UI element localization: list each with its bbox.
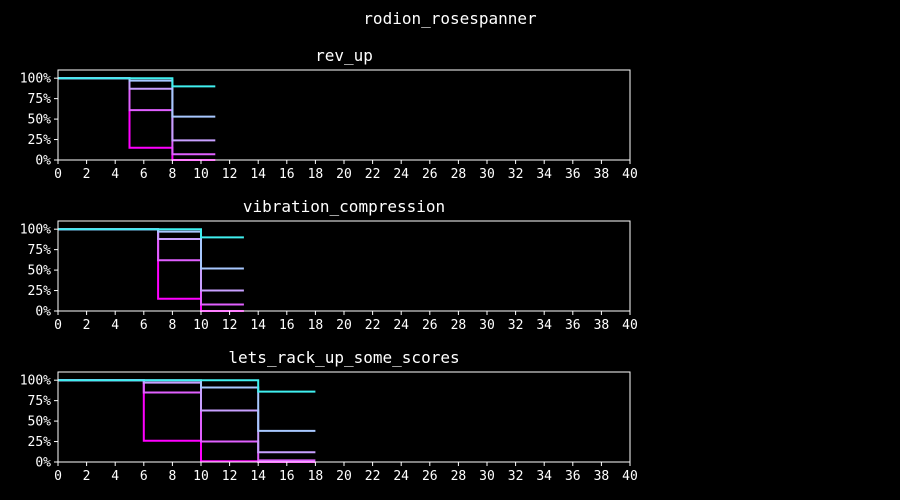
x-tick-label: 20: [336, 318, 352, 333]
x-tick-label: 38: [594, 167, 610, 182]
x-tick-label: 26: [422, 469, 438, 484]
x-tick-label: 36: [565, 318, 581, 333]
series-line-2: [58, 228, 244, 306]
y-tick-label: 50%: [28, 113, 52, 128]
x-tick-label: 26: [422, 167, 438, 182]
x-tick-label: 24: [393, 318, 409, 333]
x-tick-label: 18: [308, 469, 324, 484]
x-tick-label: 20: [336, 167, 352, 182]
x-tick-label: 30: [479, 469, 495, 484]
x-tick-label: 34: [536, 469, 552, 484]
x-tick-label: 18: [308, 167, 324, 182]
x-tick-label: 2: [83, 318, 91, 333]
x-tick-label: 28: [451, 167, 467, 182]
plot-frame: [57, 220, 631, 312]
x-tick-label: 6: [140, 469, 148, 484]
series-line-5: [58, 379, 316, 393]
plot-frame: [57, 69, 631, 161]
y-tick-label: 100%: [20, 374, 51, 389]
x-tick-label: 34: [536, 318, 552, 333]
x-tick-label: 32: [508, 167, 524, 182]
x-tick-label: 40: [622, 318, 638, 333]
x-tick-label: 0: [54, 469, 62, 484]
x-tick-label: 26: [422, 318, 438, 333]
x-tick-label: 22: [365, 318, 381, 333]
series-line-1: [58, 77, 216, 161]
x-tick-label: 16: [279, 167, 295, 182]
x-tick-label: 0: [54, 318, 62, 333]
series-line-5: [58, 228, 244, 239]
x-tick-label: 8: [168, 469, 176, 484]
x-tick-label: 16: [279, 469, 295, 484]
x-tick-label: 10: [193, 167, 209, 182]
panel-title: vibration_compression: [243, 197, 445, 216]
x-tick-label: 24: [393, 469, 409, 484]
x-tick-label: 16: [279, 318, 295, 333]
x-tick-label: 22: [365, 167, 381, 182]
x-tick-label: 6: [140, 167, 148, 182]
x-tick-label: 36: [565, 167, 581, 182]
x-tick-label: 22: [365, 469, 381, 484]
y-tick-label: 100%: [20, 72, 51, 87]
y-tick-label: 25%: [28, 435, 52, 450]
x-tick-label: 36: [565, 469, 581, 484]
panel-1: rev_up0 2 4 6 8 10 12 14 16 18 20 22 24 26 28 30 32 34 36 3…: [20, 46, 638, 182]
x-tick-label: 8: [168, 167, 176, 182]
x-tick-label: 40: [622, 469, 638, 484]
x-tick-label: 38: [594, 318, 610, 333]
x-tick-label: 20: [336, 469, 352, 484]
x-tick-label: 24: [393, 167, 409, 182]
x-tick-label: 34: [536, 167, 552, 182]
x-tick-label: 28: [451, 318, 467, 333]
y-tick-label: 100%: [20, 223, 51, 238]
x-tick-label: 28: [451, 469, 467, 484]
y-tick-label: 0%: [35, 154, 51, 169]
x-tick-label: 4: [111, 318, 119, 333]
x-tick-label: 2: [83, 167, 91, 182]
x-tick-label: 38: [594, 469, 610, 484]
y-tick-label: 50%: [28, 264, 52, 279]
y-tick-label: 25%: [28, 133, 52, 148]
x-tick-label: 18: [308, 318, 324, 333]
x-tick-label: 12: [222, 469, 238, 484]
figure-title: rodion_rosespanner: [363, 9, 537, 28]
y-tick-label: 75%: [28, 243, 52, 258]
y-tick-label: 0%: [35, 305, 51, 320]
y-tick-label: 75%: [28, 394, 52, 409]
x-tick-label: 6: [140, 318, 148, 333]
x-tick-label: 14: [250, 318, 266, 333]
x-tick-label: 8: [168, 318, 176, 333]
series-line-5: [58, 77, 216, 88]
x-tick-label: 2: [83, 469, 91, 484]
panel-title: rev_up: [315, 46, 373, 65]
x-tick-label: 4: [111, 469, 119, 484]
x-tick-label: 10: [193, 318, 209, 333]
x-tick-label: 14: [250, 469, 266, 484]
x-tick-label: 12: [222, 318, 238, 333]
x-tick-label: 4: [111, 167, 119, 182]
y-tick-label: 0%: [35, 456, 51, 471]
y-tick-label: 75%: [28, 92, 52, 107]
panel-title: lets_rack_up_some_scores: [228, 348, 459, 367]
x-tick-label: 30: [479, 167, 495, 182]
x-tick-label: 32: [508, 318, 524, 333]
y-tick-label: 25%: [28, 284, 52, 299]
x-tick-label: 14: [250, 167, 266, 182]
series-line-1: [58, 228, 244, 312]
y-tick-label: 50%: [28, 415, 52, 430]
series-line-4: [58, 228, 244, 270]
series-line-4: [58, 379, 316, 432]
x-tick-label: 12: [222, 167, 238, 182]
x-tick-label: 30: [479, 318, 495, 333]
x-tick-label: 40: [622, 167, 638, 182]
x-tick-label: 10: [193, 469, 209, 484]
x-tick-label: 0: [54, 167, 62, 182]
x-tick-label: 32: [508, 469, 524, 484]
